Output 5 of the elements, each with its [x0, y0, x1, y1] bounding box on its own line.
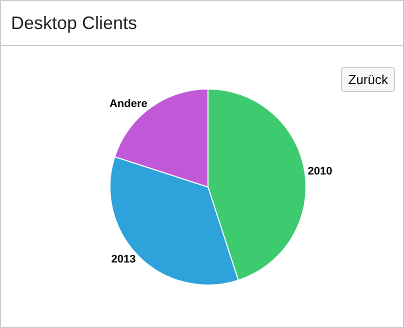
back-button: Zurück	[341, 67, 395, 92]
slice-label: 2013	[111, 253, 136, 266]
chart-title: Desktop Clients	[1, 1, 403, 46]
slice-label: Andere	[109, 98, 148, 110]
slice-label: 2010	[308, 166, 332, 178]
